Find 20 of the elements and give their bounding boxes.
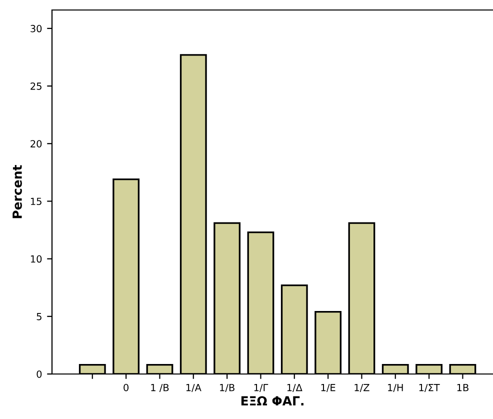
y-tick-label: 10 — [30, 255, 42, 263]
x-tick-label: 1/H — [388, 384, 403, 392]
x-tick-label: 1/Γ — [254, 384, 268, 392]
x-tick-label: 1/ΣΤ — [419, 384, 440, 392]
y-tick-label: 15 — [30, 198, 42, 206]
x-tick-label: 1/E — [321, 384, 336, 392]
x-tick-label: 1B — [457, 384, 468, 392]
x-tick-label: 1 /B — [151, 384, 169, 392]
y-axis-title: Percent — [12, 165, 22, 218]
x-tick-label: 1/B — [220, 384, 234, 392]
x-tick-label: 0 — [124, 384, 129, 392]
x-tick-label: 1/Z — [354, 384, 370, 392]
x-axis-title: ΕΞΩ ΦΑΓ. — [241, 396, 304, 406]
y-tick-label: 25 — [30, 82, 42, 90]
y-tick-label: 30 — [30, 24, 42, 32]
x-tick-label: 1/Δ — [287, 384, 302, 392]
x-tick-label: 1/A — [186, 384, 202, 392]
y-tick-label: 0 — [36, 370, 42, 378]
y-tick-label: 5 — [36, 313, 42, 320]
y-tick-label: 20 — [30, 140, 42, 148]
